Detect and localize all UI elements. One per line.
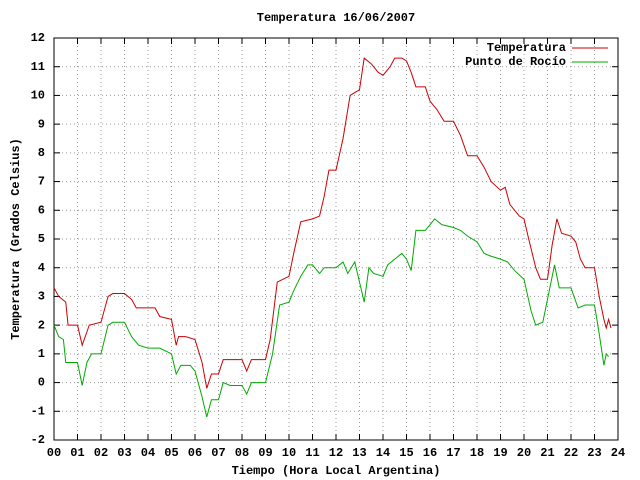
legend-label: Punto de Rocío [465,55,566,69]
y-tick-label: 0 [38,376,45,390]
x-tick-label: 12 [329,446,343,460]
x-tick-label: 10 [282,446,296,460]
x-tick-label: 24 [611,446,625,460]
y-tick-label: 5 [38,232,45,246]
y-axis-label: Temperatura (Grados Celsius) [9,138,23,340]
x-axis-label: Tiempo (Hora Local Argentina) [232,464,441,478]
y-tick-label: 7 [38,175,45,189]
x-tick-label: 03 [117,446,131,460]
x-tick-label: 19 [493,446,507,460]
x-tick-label: 13 [352,446,366,460]
x-tick-label: 14 [376,446,390,460]
x-tick-label: 00 [47,446,61,460]
y-tick-label: 3 [38,290,45,304]
series-line [53,57,612,389]
x-tick-label: 16 [423,446,437,460]
y-tick-label: 10 [31,89,45,103]
x-tick-label: 22 [564,446,578,460]
y-tick-label: 12 [31,31,45,45]
x-tick-label: 21 [540,446,554,460]
y-tick-label: 4 [38,261,45,275]
x-tick-label: 02 [94,446,108,460]
x-tick-label: 20 [517,446,531,460]
y-tick-label: 6 [38,203,45,217]
x-tick-label: 01 [70,446,84,460]
x-tick-label: 05 [164,446,178,460]
y-tick-label: 11 [31,60,45,74]
series-line [53,218,609,418]
x-tick-label: 09 [258,446,272,460]
y-tick-label: 8 [38,146,45,160]
x-tick-label: 15 [399,446,413,460]
x-tick-label: 08 [235,446,249,460]
plot-border [53,37,619,441]
chart-title: Temperatura 16/06/2007 [257,11,415,25]
legend-label: Temperatura [487,41,566,55]
y-tick-label: 9 [38,117,45,131]
x-tick-label: 11 [305,446,319,460]
y-tick-label: 1 [38,347,45,361]
y-tick-label: -2 [31,433,45,447]
x-tick-label: 23 [587,446,601,460]
x-tick-label: 04 [141,446,155,460]
x-tick-label: 07 [211,446,225,460]
y-tick-label: 2 [38,318,45,332]
x-tick-label: 17 [446,446,460,460]
y-tick-label: -1 [31,404,45,418]
x-tick-label: 06 [188,446,202,460]
x-tick-label: 18 [470,446,484,460]
